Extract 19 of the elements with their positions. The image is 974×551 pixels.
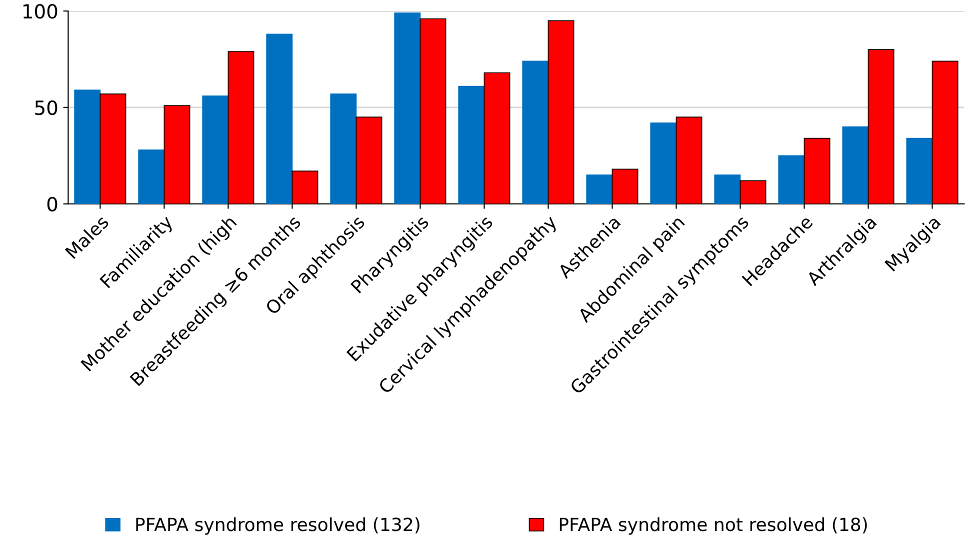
bar (394, 12, 421, 204)
y-tick-label: 50 (35, 100, 58, 116)
bar (586, 174, 613, 204)
legend-label: PFAPA syndrome resolved (132) (136, 517, 420, 535)
bar (522, 60, 549, 204)
bar (74, 90, 101, 204)
bar (330, 94, 357, 204)
bar (458, 86, 485, 204)
bar (138, 149, 165, 204)
bar (650, 122, 677, 204)
bar (266, 34, 293, 204)
y-tick-label: 0 (47, 196, 58, 212)
bar (202, 95, 229, 204)
bar (906, 138, 933, 204)
bar (714, 174, 741, 204)
bar (842, 126, 869, 204)
y-tick-label: 100 (23, 4, 58, 19)
bar (778, 155, 805, 204)
legend-label: PFAPA syndrome not resolved (18) (560, 517, 867, 535)
